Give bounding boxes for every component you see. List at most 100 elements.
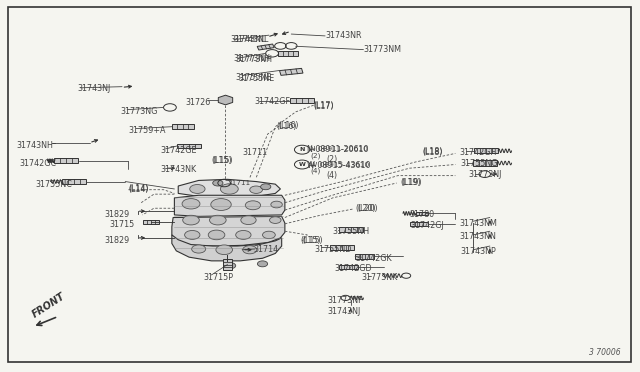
Circle shape xyxy=(257,261,268,267)
Text: 31742GD: 31742GD xyxy=(334,264,372,273)
Text: N: N xyxy=(300,147,305,152)
Polygon shape xyxy=(410,222,428,227)
Circle shape xyxy=(260,184,271,190)
Polygon shape xyxy=(280,68,303,76)
Polygon shape xyxy=(174,195,285,217)
Text: (L16): (L16) xyxy=(276,122,297,131)
Text: 31773NM: 31773NM xyxy=(364,45,401,54)
Polygon shape xyxy=(290,98,314,103)
Text: 31715: 31715 xyxy=(109,221,134,230)
Circle shape xyxy=(269,217,281,224)
Text: 31773NF: 31773NF xyxy=(328,296,364,305)
Polygon shape xyxy=(472,160,497,166)
Text: 31742GJ: 31742GJ xyxy=(411,221,444,230)
Text: (L16): (L16) xyxy=(278,122,299,131)
Text: 31742GC: 31742GC xyxy=(20,159,57,168)
Polygon shape xyxy=(177,144,201,148)
Circle shape xyxy=(262,231,275,238)
Circle shape xyxy=(208,230,225,240)
Circle shape xyxy=(236,231,251,239)
Text: (L17): (L17) xyxy=(314,101,334,110)
Text: 31773NG: 31773NG xyxy=(121,108,158,116)
Text: (L14): (L14) xyxy=(129,185,149,194)
Polygon shape xyxy=(330,245,355,250)
Polygon shape xyxy=(172,235,282,261)
Text: 31773NK: 31773NK xyxy=(362,273,397,282)
Circle shape xyxy=(216,245,232,254)
Circle shape xyxy=(209,215,226,225)
Text: 31742GK: 31742GK xyxy=(355,254,392,263)
Circle shape xyxy=(243,246,257,254)
Circle shape xyxy=(245,201,260,210)
Text: 31743NN: 31743NN xyxy=(460,231,496,241)
Text: 31780: 31780 xyxy=(410,211,435,219)
Text: 31743NJ: 31743NJ xyxy=(77,84,111,93)
Circle shape xyxy=(189,185,205,193)
Circle shape xyxy=(250,186,262,193)
Text: 31743NR: 31743NR xyxy=(325,31,362,41)
Text: 31773NH: 31773NH xyxy=(234,54,271,63)
Text: W 08915-43610: W 08915-43610 xyxy=(307,161,371,170)
Text: (2): (2) xyxy=(310,153,321,159)
Circle shape xyxy=(241,216,256,225)
Text: 31711: 31711 xyxy=(242,148,268,157)
Text: (2): (2) xyxy=(326,155,338,164)
Circle shape xyxy=(211,199,231,211)
Text: FRONT: FRONT xyxy=(31,291,67,320)
Circle shape xyxy=(212,180,223,186)
Polygon shape xyxy=(54,158,78,163)
Text: 31755NE: 31755NE xyxy=(236,73,272,82)
Text: (L18): (L18) xyxy=(422,148,443,157)
Text: 31829: 31829 xyxy=(104,236,129,246)
Circle shape xyxy=(182,215,199,225)
Text: 31773NJ: 31773NJ xyxy=(468,170,502,179)
Text: 31755NC: 31755NC xyxy=(36,180,73,189)
Circle shape xyxy=(182,199,200,209)
Text: 31743NM: 31743NM xyxy=(460,219,497,228)
Text: N 08911-20610: N 08911-20610 xyxy=(307,145,369,154)
Text: 31742GE: 31742GE xyxy=(161,146,197,155)
Polygon shape xyxy=(218,95,233,105)
Text: 31743NL: 31743NL xyxy=(230,35,266,44)
Polygon shape xyxy=(278,51,298,55)
Text: (L15): (L15) xyxy=(303,236,323,246)
Text: (L19): (L19) xyxy=(402,178,422,187)
Polygon shape xyxy=(257,44,275,50)
Circle shape xyxy=(184,231,200,239)
Polygon shape xyxy=(355,254,374,259)
Text: (L20): (L20) xyxy=(357,204,378,213)
Polygon shape xyxy=(417,212,428,215)
Circle shape xyxy=(271,201,282,208)
Text: (L19): (L19) xyxy=(401,178,421,187)
Polygon shape xyxy=(143,221,159,224)
Text: (L15): (L15) xyxy=(212,155,234,164)
Text: 31742GH: 31742GH xyxy=(460,148,497,157)
Text: 31726: 31726 xyxy=(186,98,211,107)
Text: W: W xyxy=(299,162,305,167)
Polygon shape xyxy=(62,179,86,184)
Polygon shape xyxy=(339,227,363,232)
Text: (L15): (L15) xyxy=(301,236,321,246)
Text: 31743NP: 31743NP xyxy=(461,247,496,256)
Polygon shape xyxy=(223,259,232,270)
Polygon shape xyxy=(339,264,358,269)
Circle shape xyxy=(191,245,205,253)
Text: (L14): (L14) xyxy=(129,185,149,193)
Text: 31711: 31711 xyxy=(227,180,250,186)
Text: W 08915-43610: W 08915-43610 xyxy=(310,161,370,167)
Text: (4): (4) xyxy=(310,168,321,174)
Polygon shape xyxy=(474,148,498,153)
Text: (L18): (L18) xyxy=(422,147,443,156)
Text: (4): (4) xyxy=(326,171,337,180)
Text: 31714: 31714 xyxy=(253,245,278,254)
Text: 31759+A: 31759+A xyxy=(129,126,166,135)
Text: 31755NE: 31755NE xyxy=(238,74,275,83)
Polygon shape xyxy=(172,124,194,129)
Circle shape xyxy=(225,263,236,269)
Text: 31743NK: 31743NK xyxy=(161,165,196,174)
Text: N 08911-20610: N 08911-20610 xyxy=(310,146,368,152)
Text: 31743NL: 31743NL xyxy=(234,35,269,44)
Polygon shape xyxy=(172,217,285,246)
Circle shape xyxy=(220,184,238,194)
Text: 31743NJ: 31743NJ xyxy=(328,307,361,316)
